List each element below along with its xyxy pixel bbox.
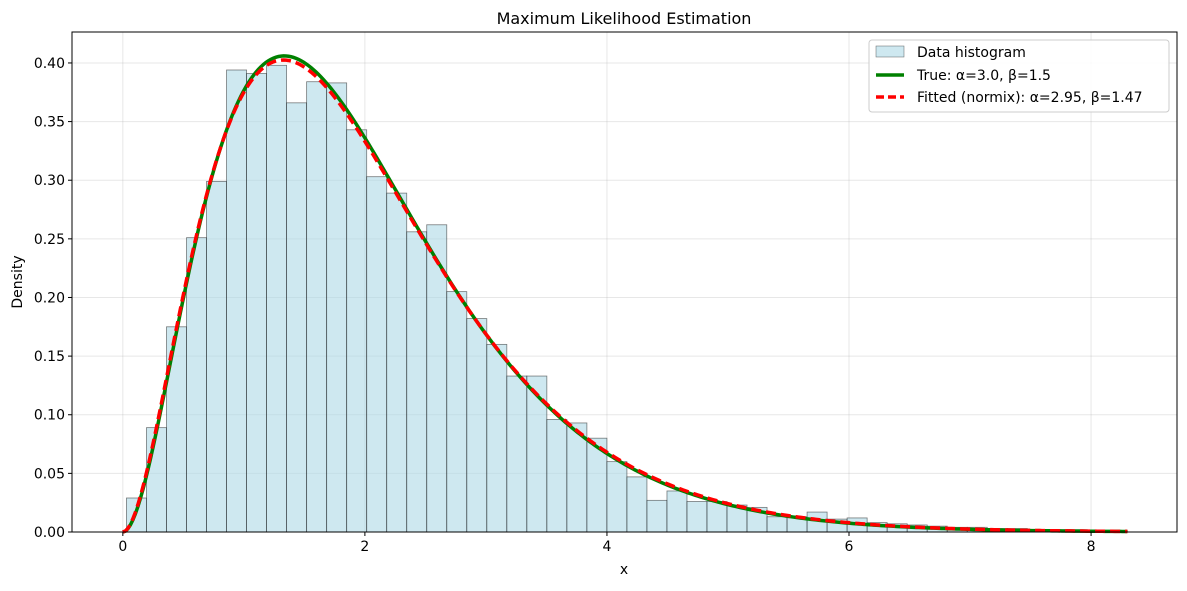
curves <box>122 54 1128 534</box>
histogram-bar <box>506 375 528 533</box>
y-tick-label: 0.30 <box>34 173 65 189</box>
y-axis-ticks: 0.00 0.05 0.10 0.15 0.20 0.25 0.30 0.35 0.40 <box>34 56 72 541</box>
legend-label-fitted: Fitted (normix): α=2.95, β=1.47 <box>917 90 1143 106</box>
x-tick-label: 6 <box>845 539 854 555</box>
y-tick-label: 0.00 <box>34 525 65 541</box>
histogram-bar <box>326 82 348 533</box>
x-tick-label: 4 <box>602 539 611 555</box>
chart-title: Maximum Likelihood Estimation <box>497 9 752 28</box>
y-tick-label: 0.20 <box>34 290 65 306</box>
histogram-bar <box>386 192 408 533</box>
y-tick-label: 0.35 <box>34 115 65 131</box>
histogram-bar <box>606 461 628 533</box>
histogram-bar <box>706 501 728 533</box>
legend: Data histogram True: α=3.0, β=1.5 Fitted… <box>868 39 1170 113</box>
x-axis-label: x <box>620 562 628 578</box>
histogram-bar <box>406 231 428 533</box>
histogram-bar <box>446 291 468 533</box>
y-tick-label: 0.15 <box>34 349 65 365</box>
histogram-bar <box>626 476 648 533</box>
x-tick-label: 2 <box>360 539 369 555</box>
fitted-pdf-line <box>122 58 1128 534</box>
y-axis-label: Density <box>10 255 26 308</box>
legend-swatch-histogram <box>875 45 905 58</box>
histogram-bars <box>126 64 1128 533</box>
x-tick-label: 0 <box>118 539 127 555</box>
histogram-bar <box>486 343 508 533</box>
histogram-bar <box>686 501 708 533</box>
histogram-bar <box>266 64 288 533</box>
x-axis-ticks: 0 2 4 6 8 <box>118 532 1096 555</box>
plot-frame <box>71 31 1178 533</box>
legend-box <box>868 39 1170 113</box>
histogram-bar <box>766 516 788 533</box>
y-tick-label: 0.05 <box>34 466 65 482</box>
legend-label-histogram: Data histogram <box>917 45 1026 61</box>
y-tick-label: 0.25 <box>34 232 65 248</box>
histogram-bar <box>466 318 488 533</box>
histogram-bar <box>206 180 227 533</box>
y-tick-label: 0.40 <box>34 56 65 72</box>
histogram-bar <box>186 237 207 533</box>
histogram-bar <box>146 427 167 533</box>
histogram-bar <box>346 129 368 533</box>
histogram-bar <box>546 419 568 533</box>
histogram-bar <box>226 69 247 533</box>
histogram-bar <box>666 490 688 533</box>
histogram-bar <box>306 81 328 533</box>
y-tick-label: 0.10 <box>34 408 65 424</box>
histogram-bar <box>286 102 308 533</box>
histogram-bar <box>246 73 267 533</box>
x-tick-label: 8 <box>1087 539 1096 555</box>
histogram-bar <box>646 499 668 533</box>
legend-label-true: True: α=3.0, β=1.5 <box>916 68 1051 84</box>
histogram-bar <box>366 176 388 533</box>
